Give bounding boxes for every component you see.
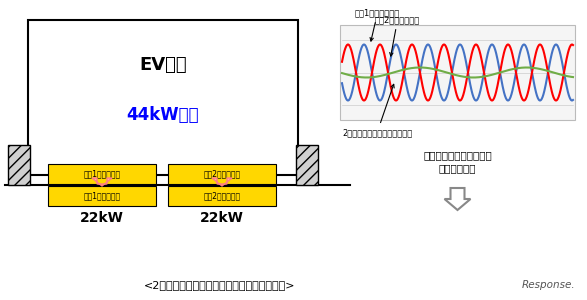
Text: 系統1受電パッド: 系統1受電パッド bbox=[83, 169, 120, 178]
Text: 系統1送電パッド: 系統1送電パッド bbox=[83, 191, 120, 200]
FancyArrow shape bbox=[92, 178, 112, 186]
Text: 2系統で打ち消し合った電磁波: 2系統で打ち消し合った電磁波 bbox=[342, 84, 412, 137]
Text: Response.: Response. bbox=[521, 280, 575, 290]
Text: 44kW受電: 44kW受電 bbox=[127, 106, 200, 124]
Text: 系統2からの電磁波: 系統2からの電磁波 bbox=[375, 15, 420, 56]
Bar bbox=[296, 145, 318, 185]
Text: 系統2受電パッド: 系統2受電パッド bbox=[204, 169, 241, 178]
FancyArrow shape bbox=[212, 178, 232, 186]
Bar bbox=[168, 164, 276, 184]
Bar bbox=[168, 186, 276, 206]
Bar bbox=[48, 164, 156, 184]
Bar bbox=[48, 186, 156, 206]
Text: 系統2送電パッド: 系統2送電パッド bbox=[204, 191, 241, 200]
Text: 離れた地点での電磁波が
打ち消し合う: 離れた地点での電磁波が 打ち消し合う bbox=[423, 150, 492, 173]
Bar bbox=[28, 20, 298, 175]
Text: 22kW: 22kW bbox=[80, 211, 124, 225]
Text: 22kW: 22kW bbox=[200, 211, 244, 225]
Text: <2系統での逆相送電による放射電磁波の抑制>: <2系統での逆相送電による放射電磁波の抑制> bbox=[144, 280, 296, 290]
Text: 系統1からの電磁波: 系統1からの電磁波 bbox=[355, 8, 400, 41]
Text: EVバス: EVバス bbox=[139, 56, 187, 74]
Bar bbox=[340, 25, 575, 120]
FancyArrow shape bbox=[444, 188, 471, 210]
Bar bbox=[8, 145, 30, 185]
